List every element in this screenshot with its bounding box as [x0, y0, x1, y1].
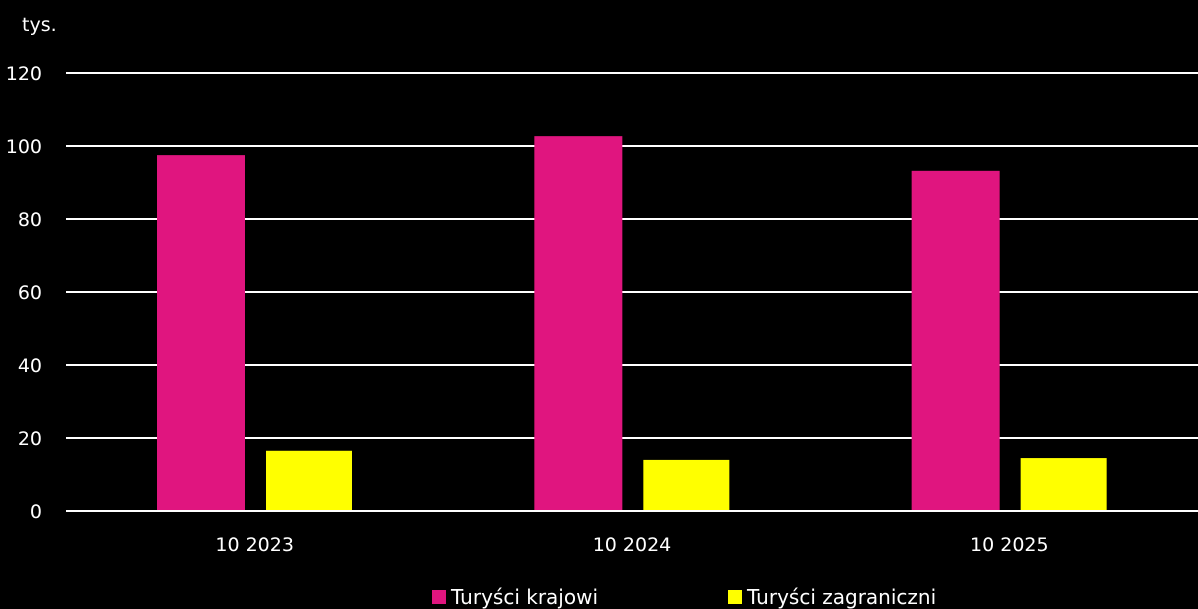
y-axis-unit-label: tys. [22, 14, 57, 36]
y-tick-label-40: 40 [18, 355, 42, 377]
bar-domestic-0 [157, 155, 245, 511]
bar-foreign-1 [643, 459, 730, 511]
legend-item-foreign: Turyści zagraniczni [728, 585, 936, 609]
y-tick-label-0: 0 [30, 501, 42, 523]
legend-label-domestic: Turyści krajowi [451, 585, 599, 609]
legend-swatch-foreign [728, 590, 742, 604]
x-tick-label-1: 10 2024 [593, 534, 672, 556]
bar-domestic-2 [911, 170, 1000, 511]
legend: Turyści krajowi Turyści zagraniczni [0, 585, 1198, 609]
legend-item-domestic: Turyści krajowi [432, 585, 598, 609]
x-tick-label-0: 10 2023 [215, 534, 294, 556]
legend-swatch-domestic [432, 590, 446, 604]
y-tick-label-120: 120 [6, 63, 42, 85]
y-tick-label-100: 100 [6, 136, 42, 158]
legend-label-foreign: Turyści zagraniczni [747, 585, 937, 609]
bar-foreign-0 [266, 450, 352, 511]
y-tick-label-80: 80 [18, 209, 42, 231]
bar-domestic-1 [534, 136, 623, 511]
x-tick-label-2: 10 2025 [970, 534, 1049, 556]
y-tick-label-20: 20 [18, 428, 42, 450]
y-tick-label-60: 60 [18, 282, 42, 304]
bar-foreign-2 [1020, 458, 1107, 511]
